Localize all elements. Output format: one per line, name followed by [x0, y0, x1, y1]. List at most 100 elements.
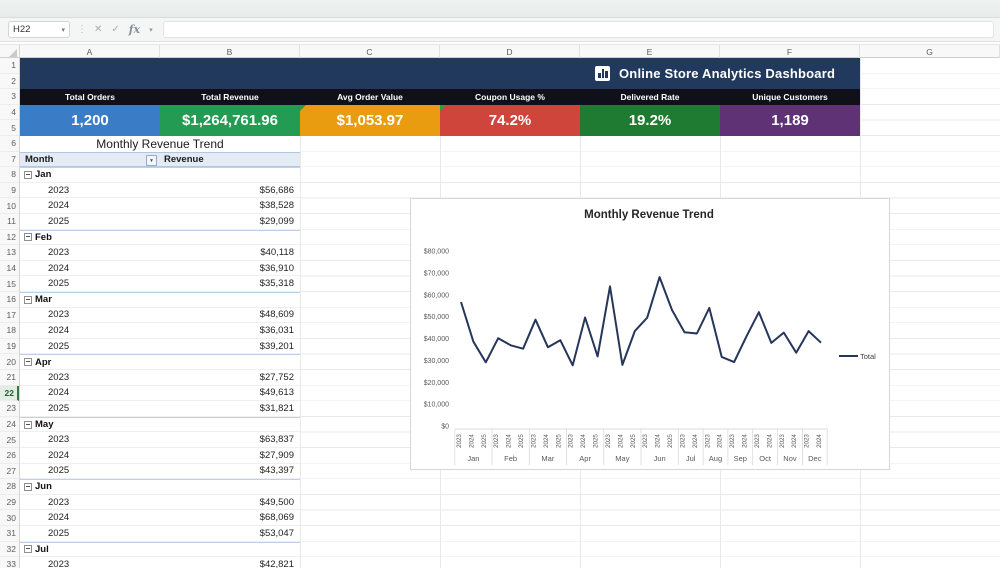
row-number-33[interactable]: 33 [0, 557, 19, 568]
pivot-revenue-cell[interactable]: $29,099 [259, 215, 294, 227]
row-number-14[interactable]: 14 [0, 261, 19, 277]
pivot-group-row-apr[interactable]: − Apr [20, 354, 300, 370]
row-number-29[interactable]: 29 [0, 495, 19, 511]
formula-input[interactable] [162, 21, 994, 38]
row-number-3[interactable]: 3 [0, 89, 19, 105]
pivot-year-cell[interactable]: 2024 [48, 512, 70, 524]
pivot-group-row-jun[interactable]: − Jun [20, 479, 300, 495]
pivot-data-row[interactable]: 2023 $56,686 [20, 182, 300, 199]
pivot-year-cell[interactable]: 2023 [48, 371, 70, 383]
pivot-year-cell[interactable]: 2023 [48, 246, 70, 258]
column-header-A[interactable]: A [20, 45, 160, 58]
collapse-icon[interactable]: − [24, 481, 32, 491]
pivot-group-row-jul[interactable]: − Jul [20, 541, 300, 558]
pivot-revenue-cell[interactable]: $42,821 [259, 558, 294, 568]
pivot-revenue-cell[interactable]: $48,609 [259, 309, 294, 321]
row-number-19[interactable]: 19 [0, 339, 19, 355]
row-number-23[interactable]: 23 [0, 401, 19, 417]
pivot-revenue-cell[interactable]: $27,752 [259, 371, 294, 383]
pivot-revenue-cell[interactable]: $39,201 [259, 340, 294, 352]
row-number-12[interactable]: 12 [0, 230, 19, 246]
column-header-F[interactable]: F [720, 45, 860, 58]
pivot-year-cell[interactable]: 2025 [48, 278, 70, 290]
row-number-13[interactable]: 13 [0, 245, 19, 261]
collapse-icon[interactable]: − [24, 294, 32, 304]
pivot-revenue-cell[interactable]: $63,837 [259, 434, 294, 446]
column-header-B[interactable]: B [160, 45, 300, 58]
pivot-data-row[interactable]: 2023 $49,500 [20, 494, 300, 511]
row-number-5[interactable]: 5 [0, 120, 19, 136]
row-number-15[interactable]: 15 [0, 276, 19, 292]
pivot-data-row[interactable]: 2025 $35,318 [20, 276, 300, 292]
row-number-6[interactable]: 6 [0, 136, 19, 152]
row-number-9[interactable]: 9 [0, 183, 19, 199]
column-header-G[interactable]: G [860, 45, 1000, 58]
row-number-7[interactable]: 7 [0, 152, 19, 168]
pivot-year-cell[interactable]: 2025 [48, 215, 70, 227]
column-header-C[interactable]: C [300, 45, 440, 58]
pivot-data-row[interactable]: 2024 $49,613 [20, 385, 300, 402]
row-number-21[interactable]: 21 [0, 370, 19, 386]
pivot-data-row[interactable]: 2025 $53,047 [20, 525, 300, 542]
pivot-data-row[interactable]: 2023 $48,609 [20, 307, 300, 324]
pivot-revenue-cell[interactable]: $56,686 [259, 184, 294, 196]
select-all-corner[interactable] [0, 45, 20, 58]
row-number-32[interactable]: 32 [0, 542, 19, 558]
row-number-11[interactable]: 11 [0, 214, 19, 230]
pivot-year-cell[interactable]: 2023 [48, 184, 70, 196]
row-number-27[interactable]: 27 [0, 464, 19, 480]
filter-dropdown-icon[interactable]: ▾ [146, 155, 157, 167]
row-number-2[interactable]: 2 [0, 74, 19, 90]
row-number-1[interactable]: 1 [0, 58, 19, 74]
pivot-year-cell[interactable]: 2025 [48, 527, 70, 539]
name-box[interactable]: H22 ▾ [8, 21, 70, 38]
pivot-revenue-cell[interactable]: $36,031 [259, 324, 294, 336]
pivot-revenue-cell[interactable]: $43,397 [259, 465, 294, 477]
pivot-data-row[interactable]: 2025 $43,397 [20, 463, 300, 480]
pivot-year-cell[interactable]: 2023 [48, 496, 70, 508]
row-number-26[interactable]: 26 [0, 448, 19, 464]
pivot-data-row[interactable]: 2025 $39,201 [20, 338, 300, 355]
pivot-data-row[interactable]: 2024 $36,910 [20, 260, 300, 277]
pivot-data-row[interactable]: 2025 $31,821 [20, 401, 300, 417]
pivot-revenue-cell[interactable]: $31,821 [259, 402, 294, 414]
row-number-25[interactable]: 25 [0, 432, 19, 448]
pivot-col-month[interactable]: Month [25, 153, 54, 165]
pivot-data-row[interactable]: 2025 $29,099 [20, 213, 300, 230]
pivot-year-cell[interactable]: 2023 [48, 434, 70, 446]
collapse-icon[interactable]: − [24, 419, 32, 429]
row-number-24[interactable]: 24 [0, 417, 19, 433]
pivot-year-cell[interactable]: 2025 [48, 465, 70, 477]
pivot-data-row[interactable]: 2024 $27,909 [20, 447, 300, 464]
chevron-down-icon[interactable]: ▾ [61, 26, 65, 34]
pivot-col-revenue[interactable]: Revenue [164, 153, 204, 165]
collapse-icon[interactable]: − [24, 169, 32, 179]
collapse-icon[interactable]: − [24, 357, 32, 367]
collapse-icon[interactable]: − [24, 232, 32, 242]
pivot-revenue-cell[interactable]: $40,118 [260, 246, 294, 258]
pivot-revenue-cell[interactable]: $35,318 [259, 278, 294, 290]
pivot-year-cell[interactable]: 2023 [48, 309, 70, 321]
pivot-group-row-mar[interactable]: − Mar [20, 291, 300, 308]
row-number-22[interactable]: 22 [0, 385, 19, 402]
pivot-year-cell[interactable]: 2023 [48, 558, 70, 568]
revenue-trend-chart[interactable]: Monthly Revenue Trend $0 $10,000 $20,000 $30… [410, 198, 890, 470]
row-number-20[interactable]: 20 [0, 354, 19, 370]
pivot-year-cell[interactable]: 2024 [48, 449, 70, 461]
sheet-grid[interactable]: Online Store Analytics Dashboard Total O… [0, 58, 1000, 568]
column-header-D[interactable]: D [440, 45, 580, 58]
pivot-revenue-cell[interactable]: $49,500 [259, 496, 294, 508]
row-number-28[interactable]: 28 [0, 479, 19, 495]
pivot-year-cell[interactable]: 2024 [48, 324, 70, 336]
row-number-10[interactable]: 10 [0, 198, 19, 214]
pivot-revenue-cell[interactable]: $68,069 [259, 512, 294, 524]
pivot-group-row-feb[interactable]: − Feb [20, 229, 300, 246]
pivot-group-row-may[interactable]: − May [20, 416, 300, 433]
row-number-30[interactable]: 30 [0, 510, 19, 526]
pivot-revenue-cell[interactable]: $27,909 [259, 449, 294, 461]
pivot-revenue-cell[interactable]: $38,528 [259, 200, 294, 212]
pivot-year-cell[interactable]: 2024 [48, 200, 70, 212]
pivot-data-row[interactable]: 2023 $63,837 [20, 432, 300, 448]
row-number-8[interactable]: 8 [0, 167, 19, 183]
pivot-revenue-cell[interactable]: $36,910 [259, 262, 294, 274]
